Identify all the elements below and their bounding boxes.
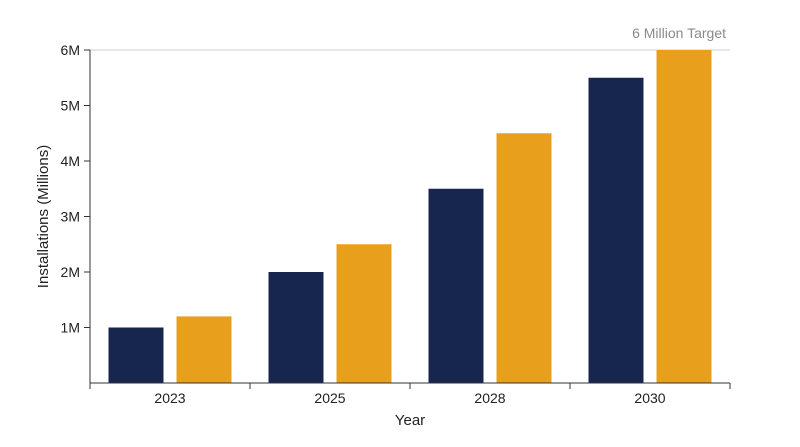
y-tick-label: 5M	[61, 98, 80, 114]
bars-layer	[108, 50, 712, 383]
x-tick-label: 2030	[634, 390, 665, 406]
bar-2030-series-1	[588, 77, 644, 383]
bar-2025-series-1	[268, 272, 324, 383]
bar-2023-series-1	[108, 327, 164, 383]
target-annotation: 6 Million Target	[632, 25, 726, 41]
bar-2028-series-1	[428, 188, 484, 383]
x-axis-title: Year	[395, 412, 425, 429]
bar-2030-series-2	[656, 50, 712, 383]
labels-layer: 6 Million Target 1M 2M 3M 4M 5M 6M 2023 2025 2028…	[35, 25, 726, 429]
x-tick-label: 2028	[474, 390, 505, 406]
bar-2023-series-2	[176, 316, 232, 383]
bar-2025-series-2	[336, 244, 392, 383]
x-tick-label: 2025	[314, 390, 345, 406]
y-tick-label: 6M	[61, 42, 80, 58]
x-tick-label: 2023	[154, 390, 185, 406]
bar-2028-series-2	[496, 133, 552, 383]
axes-layer	[84, 49, 731, 389]
y-tick-label: 4M	[61, 153, 80, 169]
y-tick-label: 3M	[61, 209, 80, 225]
y-tick-label: 2M	[61, 264, 80, 280]
y-tick-label: 1M	[61, 320, 80, 336]
y-axis-title: Installations (Millions)	[35, 145, 52, 288]
